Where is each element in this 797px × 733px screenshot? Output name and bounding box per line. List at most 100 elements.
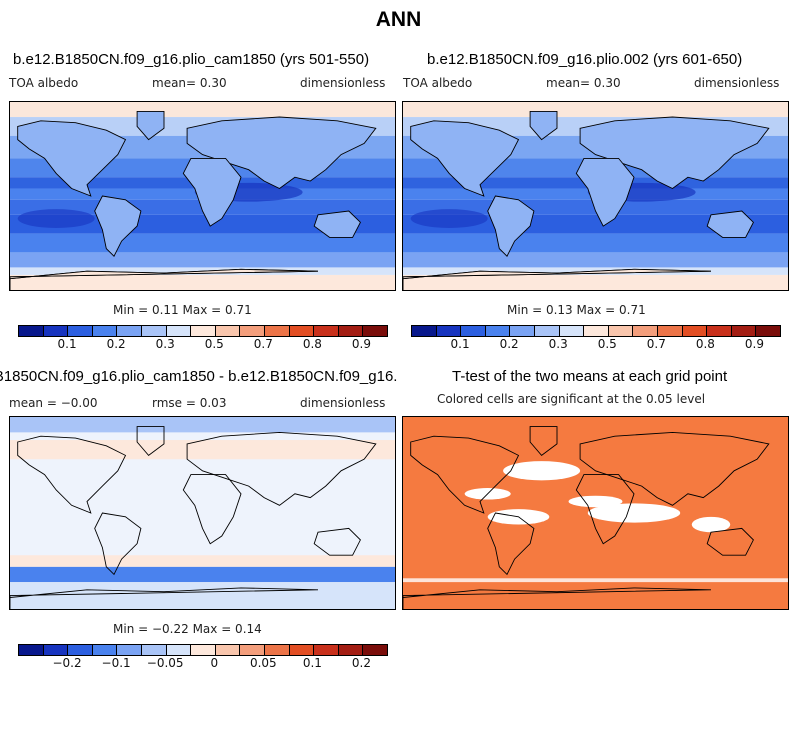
continent-greenland [136, 110, 165, 141]
colorbar-tick-label: 0.2 [499, 337, 519, 351]
albedo-band [10, 102, 395, 118]
colorbar-cell [92, 326, 118, 336]
colorbar-cell [584, 326, 609, 336]
colorbar-tick-label: 0.8 [302, 337, 322, 351]
colorbar-cell [264, 326, 290, 336]
colorbar-cell [338, 326, 364, 336]
colorbar-cell [657, 326, 683, 336]
continent-greenland [529, 426, 558, 457]
colorbar-cell [240, 326, 265, 336]
low-albedo-region [410, 209, 488, 228]
colorbar-tick-label: 0.1 [450, 337, 470, 351]
colorbar-tick-label: −0.1 [101, 656, 131, 670]
continent-south-america [94, 512, 142, 576]
colorbar-tick-label: 0.7 [646, 337, 666, 351]
colorbar-cell [19, 645, 44, 655]
nonsignificant-region [568, 495, 623, 508]
continent-antarctica [403, 587, 712, 609]
continent-australia [313, 210, 361, 238]
continent-south-america [94, 195, 142, 257]
colorbar-cell [92, 645, 118, 655]
colorbar-tick-label: 0.3 [548, 337, 568, 351]
continent-north-america [410, 120, 520, 197]
panel1-title: b.e12.B1850CN.f09_g16.plio_cam1850 (yrs … [13, 51, 370, 68]
difference-band [10, 555, 395, 567]
antarctica-high-albedo [10, 268, 319, 290]
panel1-colorbar [18, 325, 388, 337]
panel1-units: dimensionless [300, 76, 386, 90]
colorbar-cell [314, 326, 339, 336]
colorbar-tick-label: 0.9 [351, 337, 371, 351]
panel2-title: b.e12.B1850CN.f09_g16.plio.002 (yrs 601-… [427, 51, 743, 68]
colorbar-cell [43, 645, 69, 655]
colorbar-tick-label: 0.2 [106, 337, 126, 351]
colorbar-cell [141, 326, 167, 336]
colorbar-cell [191, 645, 216, 655]
colorbar-cell [289, 645, 315, 655]
panel2-map [402, 101, 789, 291]
continent-south-america [487, 195, 535, 257]
panel3-minmax: Min = −0.22 Max = 0.14 [113, 622, 262, 636]
colorbar-cell [707, 326, 732, 336]
panel2-minmax: Min = 0.13 Max = 0.71 [507, 303, 646, 317]
continent-greenland [529, 110, 558, 141]
colorbar-cell [485, 326, 511, 336]
continent-africa [182, 157, 242, 227]
panel2-variable-label: TOA albedo [403, 76, 473, 90]
panel2-colorbar [411, 325, 781, 337]
panel3-difference-map [9, 416, 396, 610]
colorbar-cell [363, 645, 387, 655]
colorbar-cell [215, 645, 241, 655]
panel3-title-clip: b.e12.B1850CN.f09_g16.plio_cam1850 - b.e… [0, 368, 398, 390]
low-albedo-region [17, 209, 95, 228]
colorbar-cell [510, 326, 535, 336]
antarctica-high-albedo [403, 268, 712, 290]
colorbar-cell [559, 326, 585, 336]
colorbar-tick-label: 0.1 [57, 337, 77, 351]
colorbar-cell [412, 326, 437, 336]
panel4-subtitle: Colored cells are significant at the 0.0… [437, 392, 706, 406]
panel1-mean: mean= 0.30 [152, 76, 227, 90]
colorbar-cell [633, 326, 658, 336]
colorbar-cell [68, 645, 93, 655]
colorbar-cell [314, 645, 339, 655]
colorbar-tick-label: −0.05 [146, 656, 184, 670]
albedo-band [403, 252, 788, 268]
colorbar-cell [756, 326, 780, 336]
panel4-ttest-map [402, 416, 789, 610]
colorbar-cell [534, 326, 560, 336]
panel3-title: b.e12.B1850CN.f09_g16.plio_cam1850 - b.e… [0, 368, 398, 385]
colorbar-cell [166, 326, 192, 336]
colorbar-tick-label: 0.9 [744, 337, 764, 351]
colorbar-tick-label: 0 [210, 656, 219, 670]
panel3-mean: mean = −0.00 [9, 396, 98, 410]
colorbar-tick-label: 0.1 [302, 656, 322, 670]
panel3-rmse: rmse = 0.03 [152, 396, 227, 410]
panel3-colorbar [18, 644, 388, 656]
colorbar-cell [240, 645, 265, 655]
colorbar-cell [68, 326, 93, 336]
colorbar-tick-label: 0.2 [351, 656, 371, 670]
panel2-mean: mean= 0.30 [546, 76, 621, 90]
continent-north-america [410, 435, 520, 514]
colorbar-cell [117, 645, 142, 655]
panel2-units: dimensionless [694, 76, 780, 90]
panel3-colorbar-labels: −0.2 −0.1 −0.05 0 0.05 0.1 0.2 [18, 656, 386, 672]
colorbar-tick-label: 0.5 [204, 337, 224, 351]
panel1-map [9, 101, 396, 291]
panel3-units: dimensionless [300, 396, 386, 410]
continent-australia [706, 210, 754, 238]
colorbar-tick-label: 0.8 [695, 337, 715, 351]
nonsignificant-region [503, 461, 581, 481]
colorbar-cell [215, 326, 241, 336]
continent-europe-asia [186, 431, 377, 506]
colorbar-tick-label: 0.5 [597, 337, 617, 351]
albedo-band [403, 102, 788, 118]
continent-africa [575, 157, 635, 227]
colorbar-cell [166, 645, 192, 655]
continent-australia [706, 527, 754, 556]
colorbar-tick-label: −0.2 [52, 656, 82, 670]
colorbar-cell [436, 326, 462, 336]
difference-band [10, 440, 395, 460]
albedo-band [10, 252, 395, 268]
